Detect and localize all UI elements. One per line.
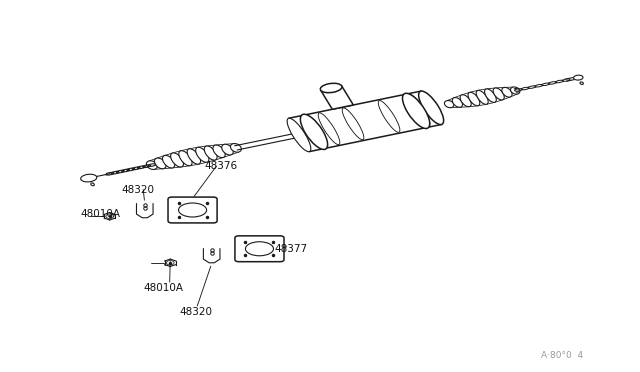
- Ellipse shape: [468, 92, 480, 106]
- Ellipse shape: [196, 147, 209, 162]
- Ellipse shape: [320, 83, 342, 93]
- Text: 48376: 48376: [205, 161, 238, 171]
- Ellipse shape: [408, 94, 430, 126]
- Text: 48010A: 48010A: [144, 283, 184, 292]
- Ellipse shape: [300, 114, 328, 150]
- FancyBboxPatch shape: [235, 236, 284, 262]
- Ellipse shape: [318, 113, 340, 145]
- Ellipse shape: [287, 118, 311, 152]
- Ellipse shape: [493, 88, 504, 100]
- Ellipse shape: [81, 174, 97, 182]
- Ellipse shape: [580, 82, 584, 84]
- Ellipse shape: [573, 75, 583, 80]
- Ellipse shape: [221, 144, 234, 155]
- Ellipse shape: [204, 146, 217, 160]
- Text: 48377: 48377: [275, 244, 308, 254]
- Ellipse shape: [342, 108, 364, 140]
- Text: 48320: 48320: [122, 185, 155, 195]
- Ellipse shape: [91, 183, 94, 186]
- Text: 48010A: 48010A: [80, 209, 120, 219]
- Ellipse shape: [163, 155, 175, 168]
- Ellipse shape: [511, 87, 520, 94]
- Ellipse shape: [502, 87, 512, 97]
- Ellipse shape: [179, 151, 192, 166]
- FancyBboxPatch shape: [168, 197, 217, 223]
- Ellipse shape: [378, 100, 400, 132]
- Ellipse shape: [230, 144, 241, 152]
- Text: A·80°0  4: A·80°0 4: [541, 351, 583, 360]
- Ellipse shape: [154, 158, 166, 169]
- Ellipse shape: [171, 153, 184, 167]
- Ellipse shape: [460, 95, 471, 107]
- Text: 48320: 48320: [179, 307, 212, 317]
- Ellipse shape: [213, 145, 225, 158]
- Ellipse shape: [484, 89, 496, 102]
- Ellipse shape: [419, 91, 444, 125]
- Ellipse shape: [452, 97, 463, 107]
- Ellipse shape: [476, 90, 488, 105]
- Ellipse shape: [147, 161, 157, 170]
- Ellipse shape: [444, 100, 454, 108]
- Polygon shape: [321, 86, 353, 109]
- Ellipse shape: [403, 93, 429, 128]
- Ellipse shape: [187, 149, 200, 164]
